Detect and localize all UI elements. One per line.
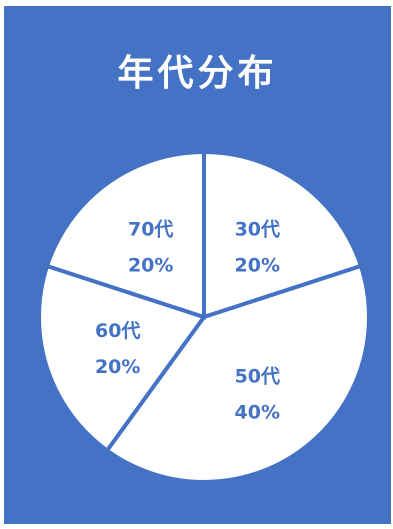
pie-category-label: 30代 (235, 219, 280, 241)
chart-card: 年代分布 30代 20% 50代 40% 60代 20% 70代 20% (4, 6, 391, 524)
pie-category-label: 60代 (95, 320, 140, 342)
pie-slice-50代 (104, 263, 371, 484)
pie-value-label: 20% (128, 255, 173, 277)
chart-title: 年代分布 (117, 53, 278, 94)
pie-chart: 30代 20% 50代 40% 60代 20% 70代 20% (37, 149, 371, 484)
pie-value-label: 20% (95, 356, 140, 378)
pie-slice-60代 (37, 263, 208, 454)
pie-labels: 30代 20% 50代 40% 60代 20% 70代 20% (95, 219, 280, 424)
pie-slice-30代 (202, 149, 364, 320)
pie-value-label: 40% (235, 401, 280, 423)
pie-slices (37, 149, 371, 484)
pie-value-label: 20% (235, 255, 280, 277)
pie-category-label: 70代 (128, 219, 173, 241)
pie-slice-70代 (44, 149, 206, 320)
pie-category-label: 50代 (235, 365, 280, 387)
